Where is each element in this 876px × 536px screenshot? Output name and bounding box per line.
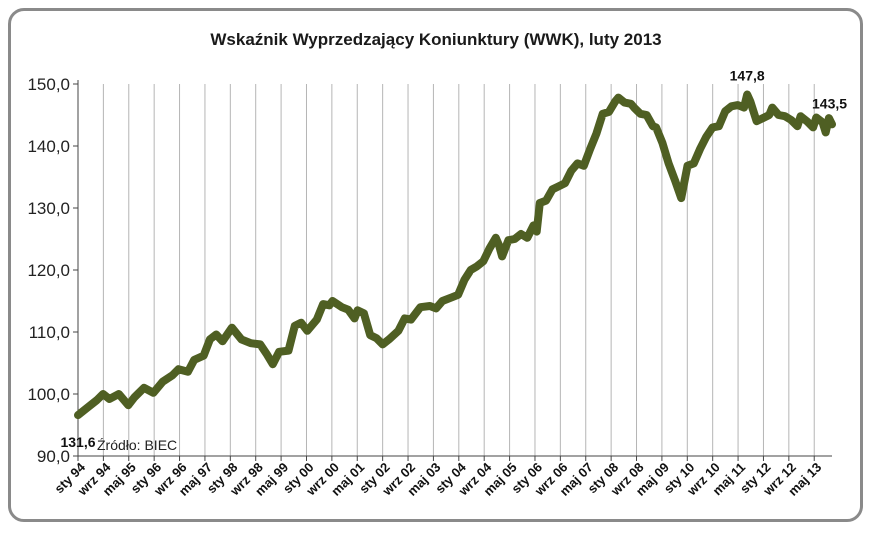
data-label: 147,8 (730, 68, 765, 84)
y-tick-label: 100,0 (27, 385, 70, 404)
data-labels: 147,8 131,6 143,5 (60, 68, 847, 451)
chart-title: Wskaźnik Wyprzedzający Koniunktury (WWK)… (210, 30, 661, 49)
data-label: 143,5 (812, 95, 847, 111)
source-note: Źródło: BIEC (97, 437, 177, 453)
y-tick-label: 90,0 (37, 447, 70, 466)
y-tick-label: 150,0 (27, 75, 70, 94)
series-line (74, 90, 836, 420)
data-label: 131,6 (60, 434, 95, 450)
axes (77, 80, 832, 457)
chart-frame (8, 8, 863, 522)
y-tick-label: 130,0 (27, 199, 70, 218)
y-tick-label: 140,0 (27, 137, 70, 156)
y-tick-label: 120,0 (27, 261, 70, 280)
plot-area: 90,0 100,0 110,0 120,0 130,0 140,0 150,0 sty 9… (27, 68, 847, 499)
y-tick-label: 110,0 (29, 323, 70, 342)
y-axis-ticks: 90,0 100,0 110,0 120,0 130,0 140,0 150,0 (27, 75, 78, 466)
